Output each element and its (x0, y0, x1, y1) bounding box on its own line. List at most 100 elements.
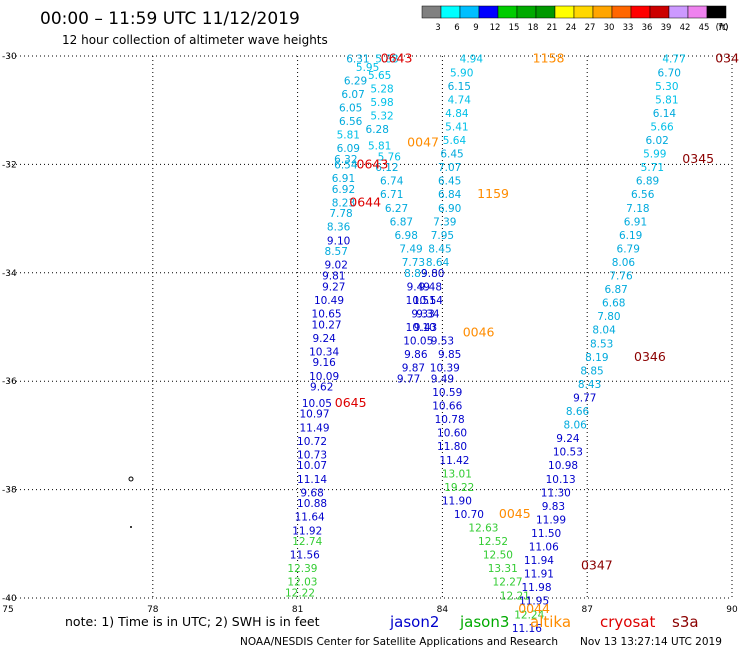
y-tick-label: -32 (2, 160, 17, 170)
pass-time-label: 1158 (533, 51, 565, 66)
satellite-legend: jason2 jason3 altika cryosat s3a (389, 613, 699, 631)
wave-height-label: 10.65 (312, 308, 342, 320)
scale-unit: (ft) (716, 23, 729, 33)
scale-label: 39 (661, 23, 672, 33)
wave-height-label: 5.76 (378, 151, 402, 163)
wave-height-label: 10.05 (302, 398, 332, 410)
wave-height-label: 5.65 (368, 70, 391, 82)
wave-height-label: 9.24 (556, 433, 580, 445)
wave-height-label: 9.24 (312, 333, 336, 345)
pass-time-label: 0345 (682, 151, 714, 166)
wave-height-label: 9.16 (312, 357, 336, 369)
wave-height-label: 12.39 (287, 563, 317, 575)
scale-swatch (592, 5, 613, 19)
wave-height-label: 10.53 (553, 447, 583, 459)
scale-label: 70 (718, 23, 729, 33)
wave-height-label: 4.94 (460, 54, 484, 66)
wave-height-label: 6.91 (332, 173, 355, 185)
wave-height-label: 11.50 (531, 528, 561, 540)
wave-height-label: 10.70 (454, 509, 484, 521)
wave-height-label: 5.81 (368, 140, 391, 152)
wave-height-label: 11.30 (541, 487, 571, 499)
wave-height-label: 11.64 (295, 512, 325, 524)
wave-height-label: 8.43 (578, 379, 601, 391)
wave-height-label: 7.78 (329, 208, 352, 220)
x-tick-label: 90 (726, 605, 738, 615)
scale-label: 27 (585, 23, 596, 33)
wave-height-label: 8.57 (325, 246, 348, 258)
wave-height-label: 11.98 (521, 582, 551, 594)
wave-height-label: 11.56 (290, 550, 320, 562)
wave-height-label: 7.39 (433, 216, 456, 228)
wave-height-label: 9.83 (542, 501, 565, 513)
wave-height-label: 6.98 (395, 230, 418, 242)
wave-height-label: 11.90 (442, 495, 472, 507)
wave-height-label: 5.95 (356, 62, 379, 74)
pass-time-label: 0046 (463, 324, 495, 339)
wave-height-label: 6.70 (658, 67, 681, 79)
wave-height-label: 4.84 (445, 108, 469, 120)
wave-height-label: 10.98 (548, 460, 578, 472)
wave-height-label: 11.99 (536, 514, 566, 526)
x-tick-label: 75 (2, 605, 13, 615)
wave-height-label: 12.74 (292, 536, 322, 548)
wave-height-label: 6.79 (617, 243, 640, 255)
wave-height-label: 9.48 (419, 281, 442, 293)
wave-height-label: 9.49 (407, 281, 430, 293)
wave-height-label: 10.39 (430, 363, 460, 375)
pass-time-label: 0644 (349, 194, 381, 209)
scale-label: 9 (473, 23, 478, 33)
wave-height-label: 9.85 (438, 349, 461, 361)
scale-swatch (668, 5, 689, 19)
wave-height-label: 13.31 (488, 563, 518, 575)
wave-height-label: 6.28 (366, 124, 389, 136)
wave-height-label: 10.66 (432, 401, 462, 413)
land-marker (128, 476, 134, 482)
wave-height-label: 6.56 (631, 189, 655, 201)
wave-height-label: 12.50 (483, 550, 513, 562)
wave-height-label: 9.34 (416, 308, 440, 320)
x-tick-label: 87 (581, 605, 592, 615)
wave-height-label: 6.27 (385, 203, 408, 215)
scale-swatch (535, 5, 556, 19)
timestamp-text: Nov 13 13:27:14 UTC 2019 (580, 636, 722, 648)
scale-label: 36 (642, 23, 653, 33)
wave-height-label: 9.86 (404, 349, 428, 361)
legend-item-s3a: s3a (672, 613, 699, 631)
scale-label: 21 (547, 23, 558, 33)
wave-height-label: 5.88 (375, 54, 398, 66)
wave-height-label: 5.64 (443, 135, 467, 147)
legend-item-altika: altika (530, 613, 571, 631)
wave-height-label: 5.90 (450, 67, 473, 79)
pass-time-label: 0645 (335, 395, 367, 410)
wave-height-label: 6.87 (390, 216, 413, 228)
page-title: 00:00 – 11:59 UTC 11/12/2019 (40, 9, 300, 29)
wave-height-label: 6.84 (438, 189, 462, 201)
wave-height-label: 8.06 (612, 257, 636, 269)
scale-label: 30 (604, 23, 615, 33)
wave-height-label: 11.95 (519, 596, 549, 608)
scale-swatch (516, 5, 537, 19)
wave-height-label: 10.51 (406, 295, 436, 307)
legend-item-jason2: jason2 (389, 613, 439, 631)
pass-time-label: 0346 (634, 349, 666, 364)
pass-time-label: 0047 (407, 135, 439, 150)
wave-height-label: 12.24 (514, 609, 544, 621)
wave-height-label: 12.03 (287, 577, 317, 589)
wave-height-label: 12.52 (478, 536, 508, 548)
wave-height-label: 7.73 (402, 257, 425, 269)
wave-height-label: 9.10 (327, 235, 350, 247)
x-tick-label: 84 (437, 605, 449, 615)
legend-item-cryosat: cryosat (600, 613, 655, 631)
wave-height-label: 9.62 (310, 382, 333, 394)
scale-label: 45 (699, 23, 710, 33)
scale-label: 42 (680, 23, 691, 33)
wave-height-label: 8.89 (404, 268, 427, 280)
wave-height-label: 5.81 (337, 130, 360, 142)
wave-height-label: 6.14 (653, 108, 677, 120)
wave-height-label: 19.22 (444, 482, 474, 494)
wave-height-label: 9.81 (322, 271, 345, 283)
wave-height-label: 8.04 (592, 325, 616, 337)
pass-time-label: 0045 (499, 506, 531, 521)
wave-height-label: 6.87 (604, 284, 627, 296)
